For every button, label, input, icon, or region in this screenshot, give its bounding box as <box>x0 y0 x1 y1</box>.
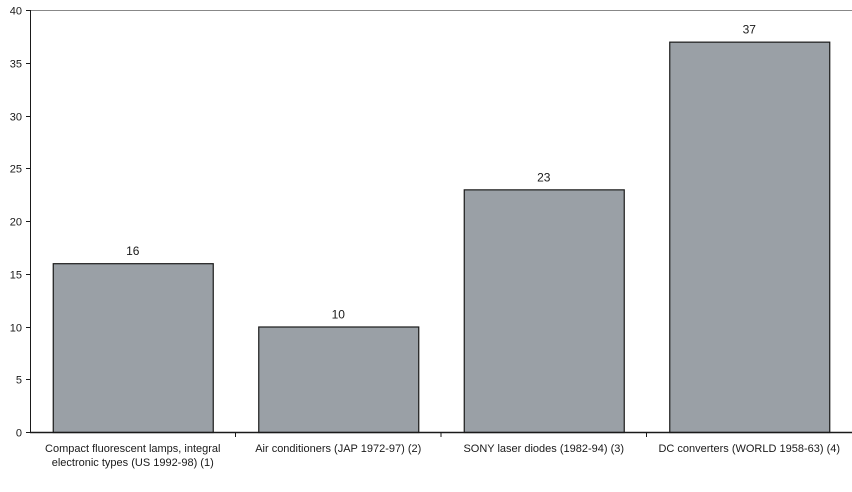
bar <box>669 41 831 434</box>
x-category-label: Compact fluorescent lamps, integral elec… <box>45 443 221 469</box>
x-category-label: SONY laser diodes (1982-94) (3) <box>463 443 625 455</box>
bar <box>52 263 214 434</box>
data-label: 37 <box>743 23 757 37</box>
y-tick-label: 35 <box>10 59 22 71</box>
y-tick-label: 25 <box>10 164 22 176</box>
y-tick-label: 0 <box>16 428 22 440</box>
data-label: 23 <box>537 170 551 184</box>
y-tick-label: 15 <box>10 270 22 282</box>
bar <box>258 326 420 434</box>
data-label: 16 <box>126 244 140 258</box>
data-label: 10 <box>332 308 346 322</box>
bar <box>463 189 625 434</box>
y-tick-label: 40 <box>10 6 22 18</box>
x-category-label: DC converters (WORLD 1958-63) (4) <box>658 443 841 455</box>
y-tick-label: 20 <box>10 217 22 229</box>
x-category-label: Air conditioners (JAP 1972-97) (2) <box>255 443 422 455</box>
y-tick-label: 5 <box>16 375 22 387</box>
y-tick-label: 10 <box>10 323 22 335</box>
y-tick-label: 30 <box>10 112 22 124</box>
